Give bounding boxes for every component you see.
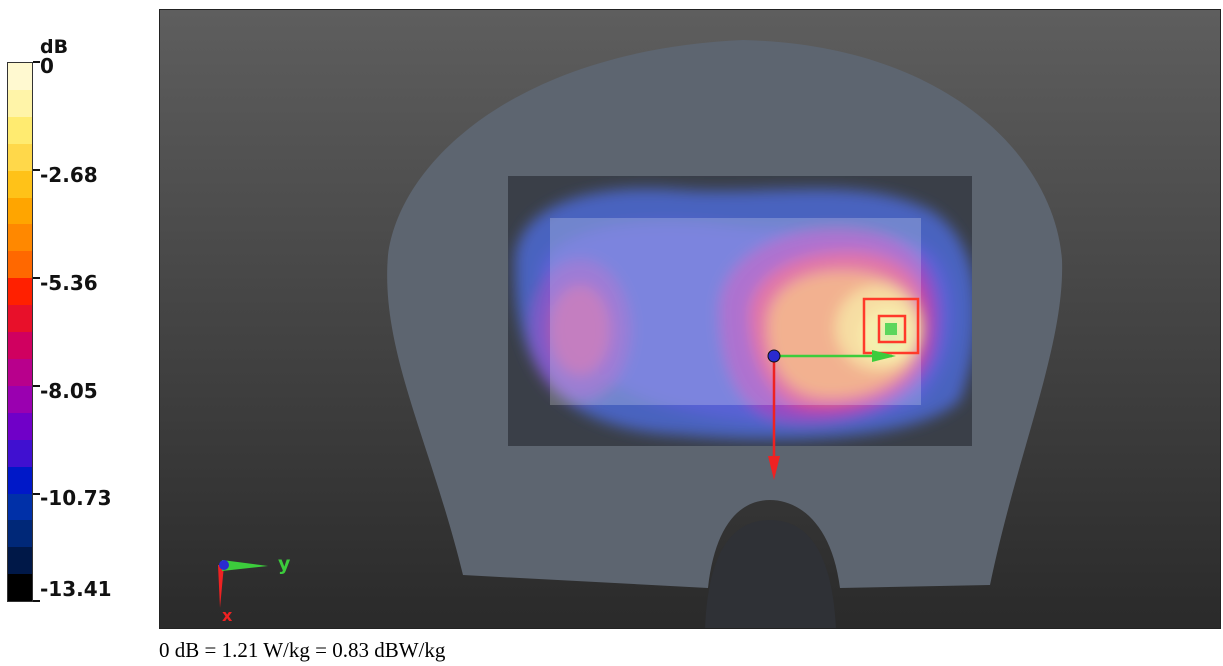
colorbar-level-18	[8, 547, 32, 575]
colorbar-tick-mark	[33, 61, 40, 63]
colorbar-tick-mark	[33, 600, 40, 602]
orientation-triad: y x	[218, 553, 291, 625]
3d-viewport[interactable]: y x	[159, 9, 1221, 629]
zoom-scan-box-outer	[862, 297, 920, 355]
colorbar-level-10	[8, 332, 32, 359]
colorbar-level-15	[8, 466, 32, 494]
peak-marker	[885, 323, 897, 335]
sar-distribution-view: y x	[218, 40, 1063, 628]
colorbar-unit-label: dB	[40, 36, 69, 58]
colorbar-level-12	[8, 385, 32, 413]
colorbar-tick-3: -8.05	[40, 379, 98, 403]
colorbar-level-11	[8, 358, 32, 386]
colorbar-tick-2: -5.36	[40, 271, 98, 295]
colorbar-level-3	[8, 143, 32, 171]
colorbar-tick-mark	[33, 493, 40, 495]
colorbar-level-14	[8, 439, 32, 467]
colorbar-level-0	[8, 63, 32, 90]
colorbar-level-8	[8, 278, 32, 306]
colorbar-level-2	[8, 116, 32, 144]
colorbar-level-6	[8, 224, 32, 252]
colorbar-swatches	[7, 62, 33, 602]
x-axis-arrowhead	[768, 456, 780, 480]
colorbar-level-7	[8, 251, 32, 279]
colorbar-level-1	[8, 89, 32, 117]
colorbar-level-9	[8, 305, 32, 333]
phantom-notch	[705, 520, 836, 628]
colorbar-level-17	[8, 520, 32, 548]
colorbar-tick-0: 0	[40, 54, 54, 78]
origin-sphere	[767, 349, 781, 363]
triad-y-label: y	[278, 553, 291, 575]
colorbar-level-19	[8, 574, 32, 602]
y-axis-arrowhead	[872, 350, 896, 362]
triad-x-label: x	[222, 606, 233, 625]
colorbar-tick-4: -10.73	[40, 486, 112, 510]
colorbar-level-16	[8, 493, 32, 521]
zoom-scan-box-inner	[877, 314, 907, 344]
colorbar-tick-mark	[33, 169, 40, 171]
colorbar-tick-mark	[33, 277, 40, 279]
colorbar-tick-5: -13.41	[40, 577, 112, 601]
normalization-caption: 0 dB = 1.21 W/kg = 0.83 dBW/kg	[159, 638, 446, 662]
colorbar-tick-mark	[33, 385, 40, 387]
overlay-rectangle	[550, 218, 921, 405]
colorbar-legend: dB 0 -2.68 -5.36 -8.05 -10.73 -13.41	[0, 0, 160, 620]
colorbar-level-13	[8, 412, 32, 440]
colorbar-level-5	[8, 197, 32, 225]
colorbar-tick-1: -2.68	[40, 163, 98, 187]
colorbar-level-4	[8, 170, 32, 198]
